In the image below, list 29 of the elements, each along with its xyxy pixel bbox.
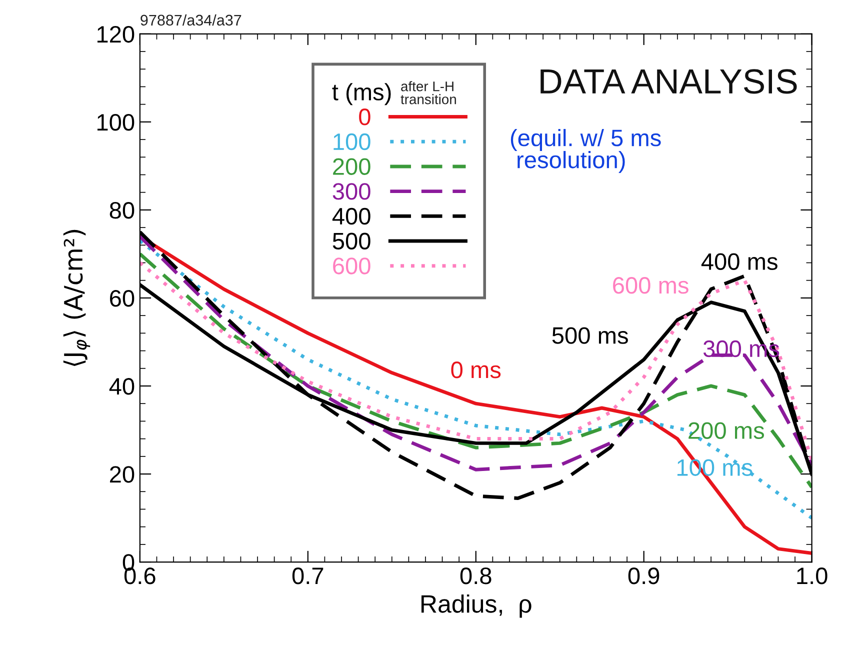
x-tick-label: 0.9 <box>628 568 660 584</box>
annotation: after L-H transition <box>400 81 456 104</box>
x-tick-label: 0.8 <box>460 568 492 584</box>
y-tick-label: 120 <box>97 26 134 43</box>
y-tick-label: 80 <box>110 202 134 219</box>
x-tick-label: 1.0 <box>797 568 828 584</box>
annotation: 500 ms <box>552 327 628 344</box>
y-tick-label: 40 <box>109 378 134 395</box>
annotation: (equil. w/ 5 ms resolution) <box>510 128 661 173</box>
annotation: 600 ms <box>613 277 688 294</box>
legend-label: 600 <box>333 258 370 274</box>
annotation: 0 ms <box>451 362 501 378</box>
legend-label: 300 <box>332 183 370 200</box>
legend-label: 500 <box>332 232 370 250</box>
y-tick-label: 20 <box>110 466 134 483</box>
legend-title: t (ms) <box>332 83 391 106</box>
annotation: DATA ANALYSIS <box>540 69 797 94</box>
text: 97887/a34/a37 <box>140 14 242 26</box>
y-tick-label: 100 <box>97 114 134 131</box>
legend-label: 100 <box>334 133 370 150</box>
annotation: 400 ms <box>701 253 778 270</box>
y-tick-label: 60 <box>110 290 134 307</box>
legend-label: 0 <box>359 108 370 126</box>
x-tick-label: 0.7 <box>292 568 324 584</box>
legend-label: 200 <box>333 158 370 175</box>
annotation: 200 ms <box>688 422 764 439</box>
y-axis-title: ⟨J$_{φ}$⟩ (A/cm²) <box>63 230 90 366</box>
legend-label: 400 <box>332 208 370 225</box>
x-axis-title: Radius, ρ <box>421 594 532 618</box>
